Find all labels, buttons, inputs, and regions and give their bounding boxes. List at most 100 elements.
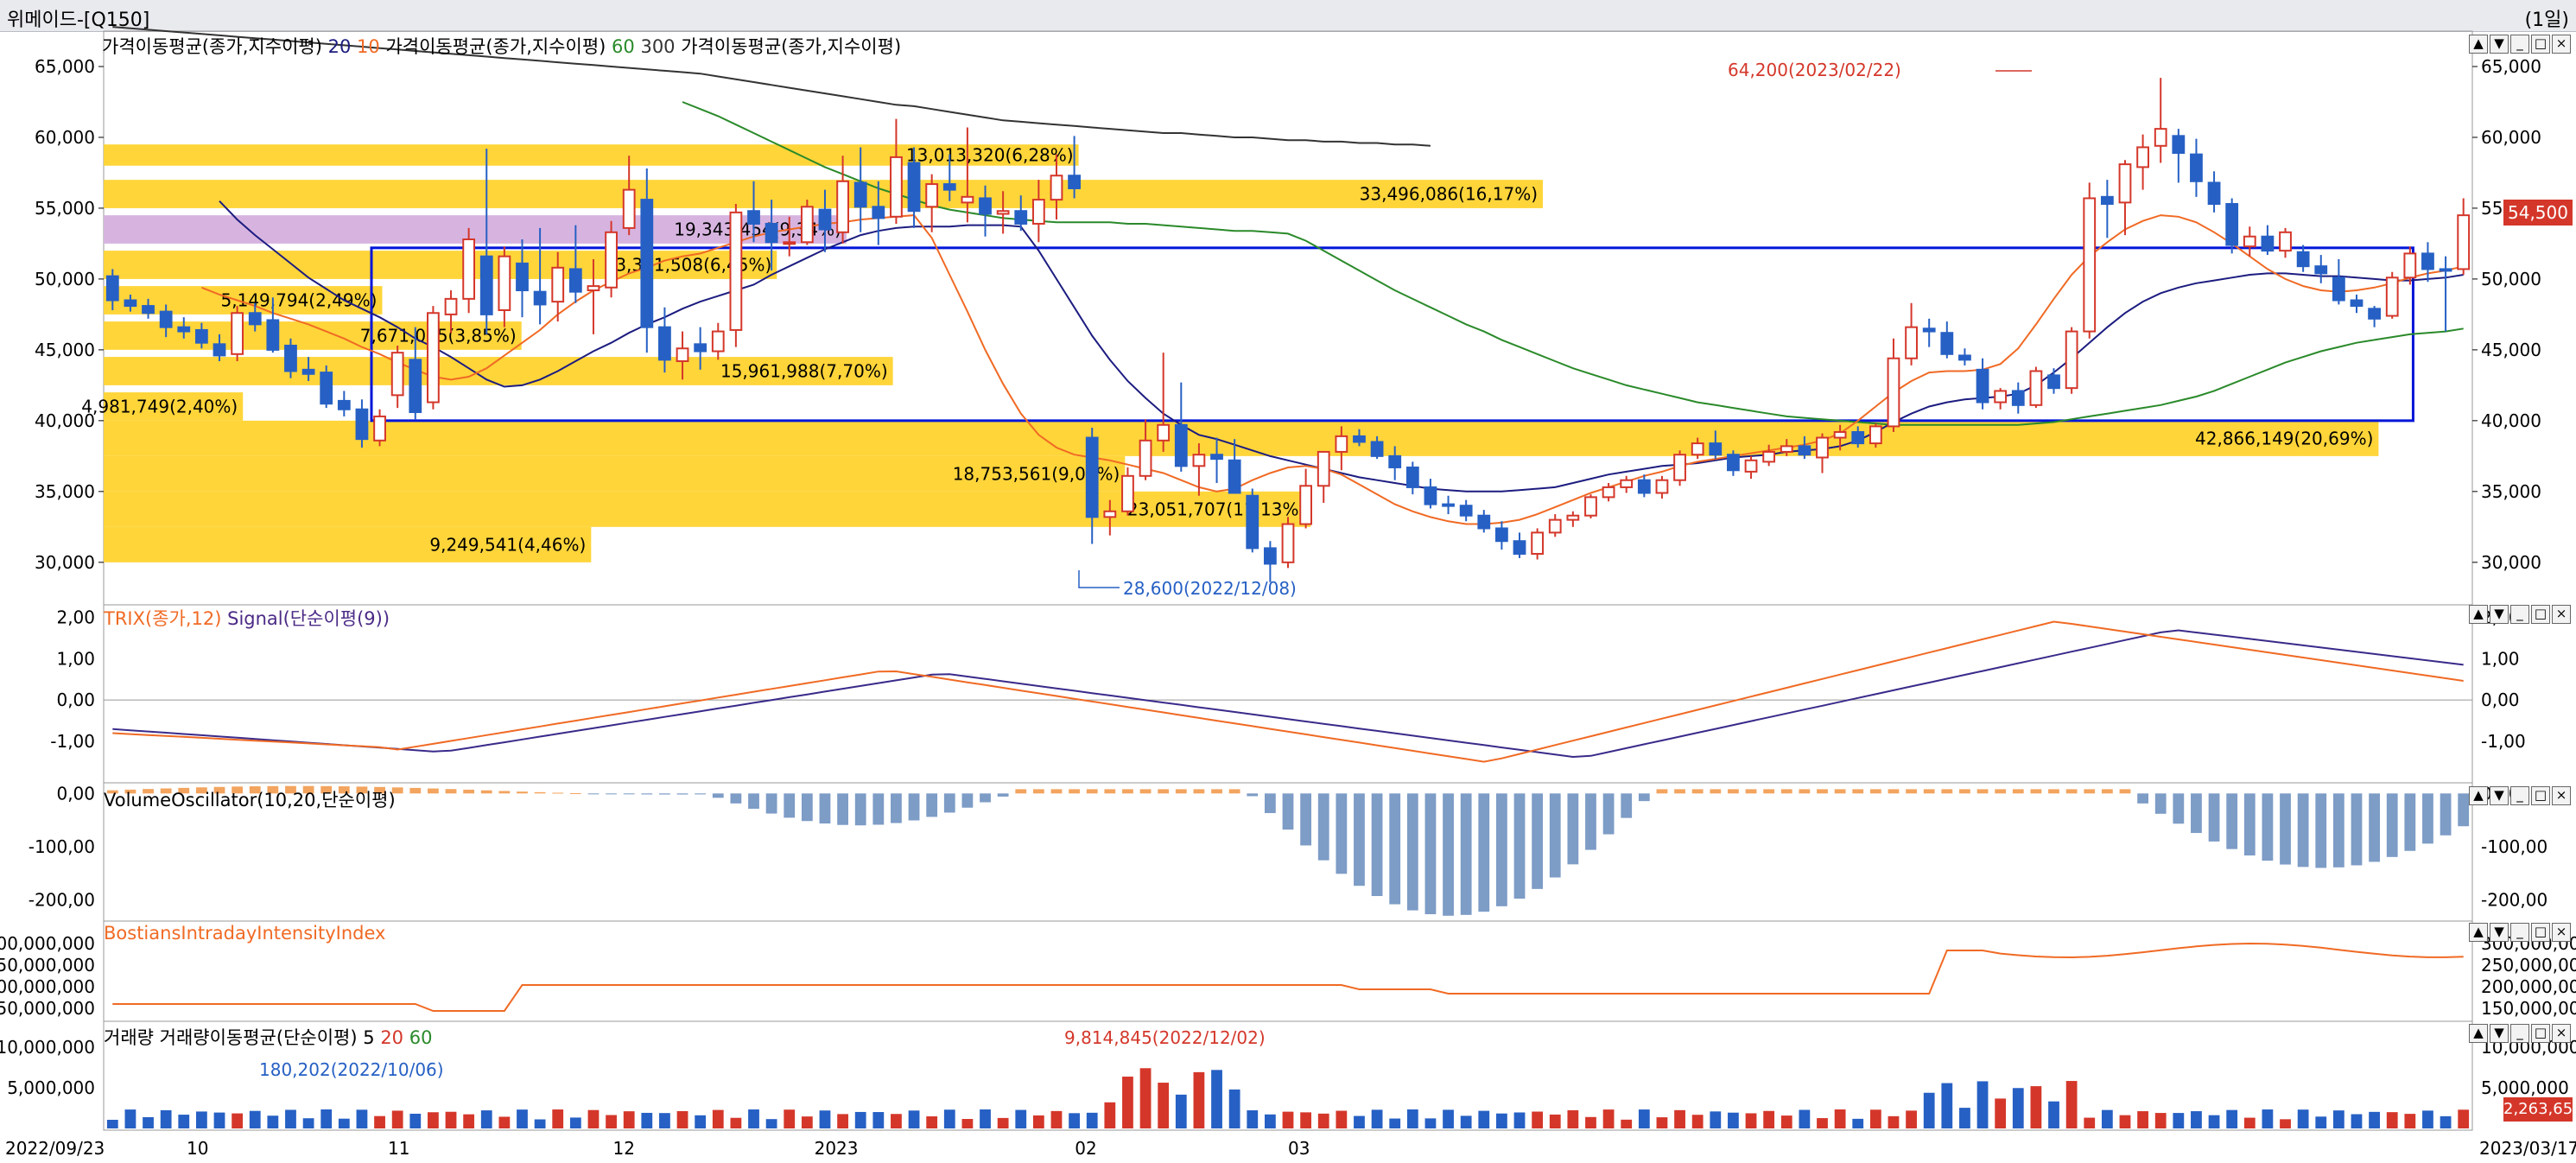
volume-bar	[356, 1109, 368, 1128]
close-icon[interactable]: ×	[2552, 605, 2571, 624]
vo-bar	[2351, 793, 2363, 866]
vo-bar	[1050, 789, 1063, 794]
candle-body	[2279, 231, 2292, 252]
volume-bar	[1300, 1112, 1312, 1128]
trix-legend: TRIX(종가,12) Signal(단순이평(9))	[104, 605, 390, 631]
candle-body	[1335, 435, 1348, 453]
volume-profile-label: 33,496,086(16,17%)	[1360, 184, 1538, 205]
vo-bar	[1300, 793, 1312, 846]
vo-bar	[943, 793, 955, 813]
pane-down-icon[interactable]: ▼	[2490, 35, 2509, 54]
volume-bar	[2280, 1119, 2291, 1128]
candle-body	[747, 210, 760, 225]
candle-body	[1976, 368, 1989, 404]
vo-bar	[1424, 793, 1437, 915]
minimize-icon[interactable]: _	[2510, 923, 2529, 942]
volume-bar	[2386, 1112, 2398, 1128]
volume-bar	[1193, 1071, 1205, 1128]
candle-body	[1424, 486, 1437, 505]
minimize-icon[interactable]: _	[2510, 786, 2529, 805]
bii-tick-label: 200,000,000	[0, 976, 95, 997]
vo-bar	[1674, 789, 1685, 794]
close-icon[interactable]: ×	[2552, 786, 2571, 805]
volume-bar	[302, 1118, 314, 1128]
volume-bar	[2208, 1115, 2220, 1128]
volume-tick-label-right: 5,000,000	[2481, 1077, 2569, 1098]
candle-body	[568, 268, 582, 293]
candle-body	[1317, 450, 1330, 487]
maximize-icon[interactable]: □	[2531, 923, 2550, 942]
volume-bar	[2262, 1109, 2274, 1128]
volume-bar	[854, 1111, 866, 1128]
minimize-icon[interactable]: _	[2510, 35, 2529, 54]
maximize-icon[interactable]: □	[2531, 605, 2550, 624]
pane-up-icon[interactable]: ▲	[2469, 1024, 2488, 1043]
candle-body	[1655, 479, 1669, 494]
vo-bar	[1460, 793, 1472, 915]
pane-down-icon[interactable]: ▼	[2490, 605, 2509, 624]
price-tick-label: 60,000	[35, 127, 95, 148]
volume-bar	[1976, 1081, 1989, 1128]
volume-profile-bar	[104, 392, 244, 421]
price-tick-label: 35,000	[35, 481, 95, 502]
maximize-icon[interactable]: □	[2531, 1024, 2550, 1043]
close-icon[interactable]: ×	[2552, 35, 2571, 54]
volume-bar	[1086, 1112, 1098, 1128]
volume-bar	[1799, 1109, 1811, 1128]
candle-body	[124, 299, 137, 308]
pane-down-icon[interactable]: ▼	[2490, 1024, 2509, 1043]
pane-up-icon[interactable]: ▲	[2469, 35, 2488, 54]
vo-bar	[1443, 793, 1454, 916]
candle-body	[1388, 454, 1402, 468]
candle-body	[1798, 445, 1811, 456]
candle-body	[1031, 199, 1045, 225]
minimize-icon[interactable]: _	[2510, 605, 2529, 624]
x-tick-label: 12	[613, 1138, 635, 1159]
vo-bar	[1585, 793, 1596, 850]
candle-body	[2047, 374, 2060, 390]
candle-body	[836, 180, 849, 233]
pane-up-icon[interactable]: ▲	[2469, 923, 2488, 942]
volume-bar	[1389, 1118, 1401, 1128]
volume-bar	[463, 1114, 475, 1128]
volume-bar	[1780, 1115, 1792, 1128]
candle-body	[373, 415, 386, 442]
candle-body	[1299, 485, 1313, 525]
volume-bar	[2226, 1109, 2238, 1128]
maximize-icon[interactable]: □	[2531, 786, 2550, 805]
pane-up-icon[interactable]: ▲	[2469, 605, 2488, 624]
volume-bar	[1371, 1109, 1383, 1128]
price-tick-label: 45,000	[35, 340, 95, 360]
pane-up-icon[interactable]: ▲	[2469, 786, 2488, 805]
maximize-icon[interactable]: □	[2531, 35, 2550, 54]
price-tick-label: 65,000	[35, 56, 95, 77]
vo-bar	[232, 786, 244, 794]
volume-bar	[1959, 1108, 1970, 1128]
volume-legend: 거래량 거래량이동평균(단순이평) 5 20 60	[104, 1024, 432, 1050]
close-icon[interactable]: ×	[2552, 923, 2571, 942]
vo-bar	[1086, 789, 1098, 794]
candle-body	[2243, 235, 2256, 248]
volume-bar	[2332, 1110, 2344, 1128]
candle-body	[231, 312, 244, 355]
volume-bar	[1015, 1109, 1027, 1128]
pane-down-icon[interactable]: ▼	[2490, 923, 2509, 942]
candle-body	[2029, 370, 2043, 406]
volume-bar	[2084, 1117, 2096, 1128]
bii-tick-label: 300,000,000	[0, 933, 95, 954]
candle-body	[142, 305, 155, 315]
period-label[interactable]: (1일)	[2524, 10, 2569, 31]
volume-bar	[1710, 1111, 1722, 1128]
price-tick-label: 50,000	[35, 269, 95, 289]
volume-bar	[391, 1110, 403, 1128]
candle-body	[1744, 459, 1758, 473]
pane-down-icon[interactable]: ▼	[2490, 786, 2509, 805]
close-icon[interactable]: ×	[2552, 1024, 2571, 1043]
candle-body	[2136, 146, 2149, 168]
vo-bar	[2173, 793, 2185, 824]
candle-body	[2190, 153, 2203, 182]
volume-bar	[730, 1117, 742, 1128]
minimize-icon[interactable]: _	[2510, 1024, 2529, 1043]
vo-bar	[1513, 793, 1526, 899]
